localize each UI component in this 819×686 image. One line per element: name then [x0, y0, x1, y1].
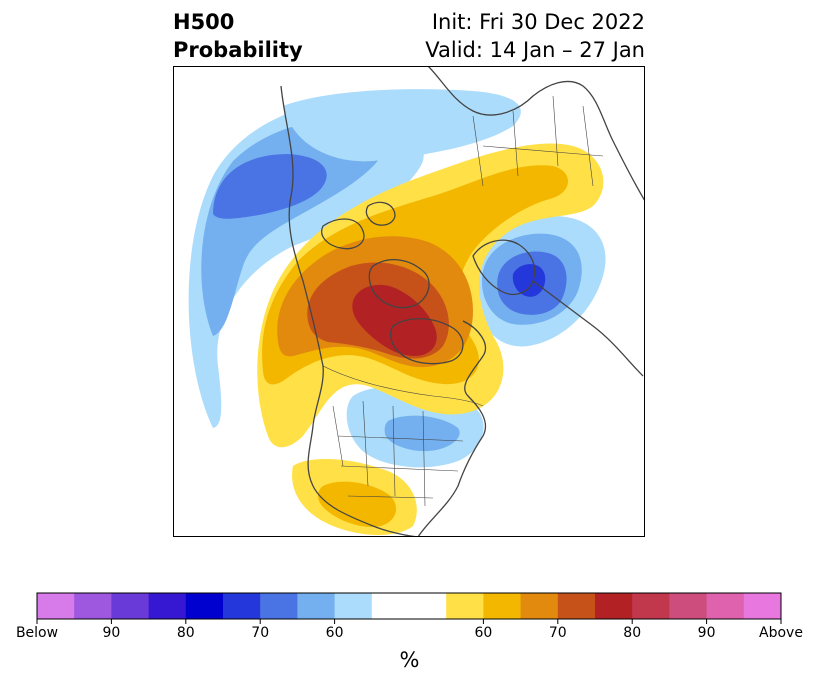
below-shade-eurasia-center [512, 264, 546, 297]
colorbar-cell [557, 593, 596, 619]
colorbar-tick-label: 80 [623, 625, 641, 640]
colorbar-tick-label: Above [759, 625, 803, 640]
boundary-us-states [332, 400, 464, 507]
colorbar-cell [669, 593, 708, 619]
below-shade-pacific-core [213, 154, 327, 219]
above-shade-ridge-core [352, 284, 437, 356]
colorbar-tick-label: 70 [251, 625, 269, 640]
colorbar-cell [148, 593, 187, 619]
coastline-eurasia [427, 66, 645, 202]
colorbar-frame [36, 592, 782, 620]
boundary-siberia [472, 95, 604, 187]
coastline-europe [532, 280, 644, 377]
colorbar-tick-label: Below [16, 625, 58, 640]
colorbar-cell [371, 593, 410, 619]
colorbar-cells [37, 593, 782, 619]
probability-colorbar: Below 90 80 70 60 60 70 80 90 Above [16, 592, 803, 640]
colorbar-tick-label: 60 [326, 625, 344, 640]
product-subtitle: Probability [173, 38, 303, 62]
valid-range-label: Valid: 14 Jan – 27 Jan [425, 38, 645, 62]
coastline-greenland [390, 318, 464, 365]
map-frame [173, 66, 645, 537]
coastline-north-america [280, 85, 419, 537]
colorbar-ticks: Below 90 80 70 60 60 70 80 90 Above [16, 619, 803, 640]
colorbar-cell [446, 593, 484, 619]
colorbar-unit-label: % [399, 648, 420, 672]
colorbar-cell [743, 593, 782, 619]
colorbar-cell [483, 593, 522, 619]
below-shade-eastern-us-core [384, 415, 460, 452]
colorbar-cell [297, 593, 336, 619]
coastline-hudson [368, 259, 430, 309]
product-title: H500 [173, 10, 235, 34]
colorbar-cell [37, 593, 75, 619]
political-boundaries [280, 66, 645, 537]
colorbar-cell [260, 593, 298, 619]
title-block-left: H500 Probability [173, 8, 303, 64]
colorbar-tick-label: 60 [474, 625, 492, 640]
probability-shading [188, 89, 606, 535]
colorbar-cell [111, 593, 150, 619]
colorbar-cell [74, 593, 112, 619]
colorbar-cell [520, 593, 559, 619]
colorbar-tick-label: 90 [102, 625, 120, 640]
colorbar-cell [185, 593, 224, 619]
colorbar-tick-label: 80 [177, 625, 195, 640]
title-block-right: Init: Fri 30 Dec 2022 Valid: 14 Jan – 27… [425, 8, 645, 64]
above-shade-mexico-core [317, 481, 397, 527]
colorbar-cell [334, 593, 373, 619]
colorbar-cell [595, 593, 633, 619]
colorbar-tick-label: 70 [549, 625, 567, 640]
boundary-us-canada [322, 365, 484, 407]
colorbar-cell [706, 593, 745, 619]
below-shade-arctic-band [283, 89, 521, 162]
coastline-arctic-islands [321, 201, 396, 250]
colorbar-cell [632, 593, 670, 619]
colorbar-cell [409, 593, 447, 619]
coastline-east-na [417, 320, 487, 537]
colorbar-tick-label: 90 [698, 625, 716, 640]
colorbar-cell [223, 593, 261, 619]
probability-map [173, 66, 645, 537]
init-date-label: Init: Fri 30 Dec 2022 [431, 10, 645, 34]
